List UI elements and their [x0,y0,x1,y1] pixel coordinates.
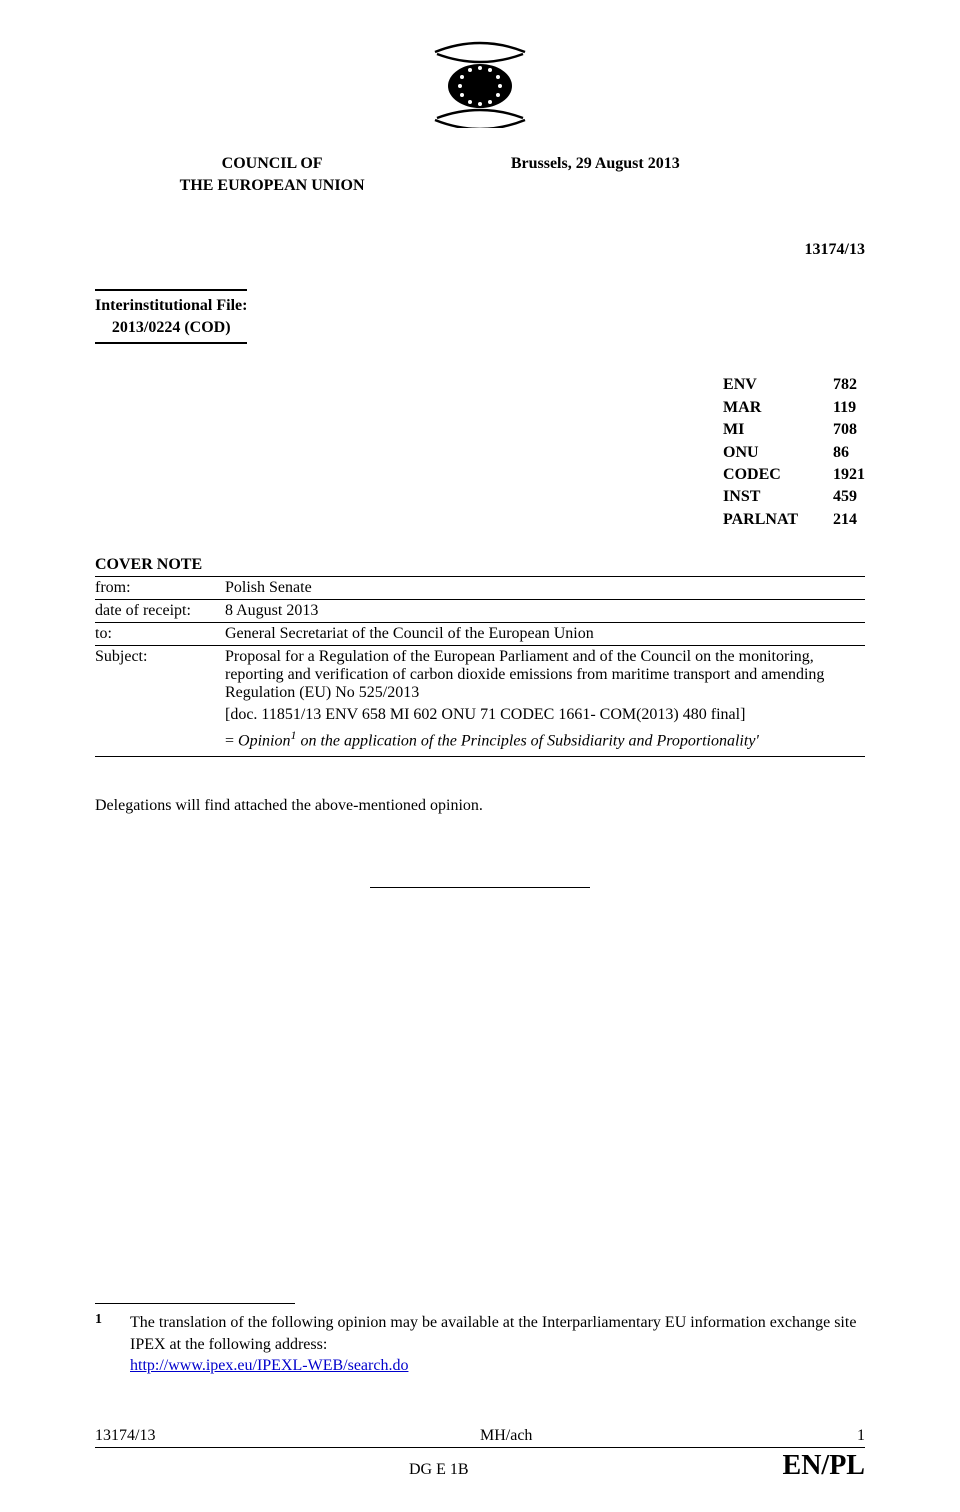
code-number: 1921 [808,464,865,486]
meta-label: to: [95,625,225,643]
footnote-section: 1 The translation of the following opini… [95,1303,865,1377]
document-header: COUNCIL OF THE EUROPEAN UNION Brussels, … [95,153,865,196]
code-label: CODEC [723,464,808,486]
document-number: 13174/13 [95,241,865,259]
footnote-link[interactable]: http://www.ipex.eu/IPEXL-WEB/search.do [130,1357,408,1374]
meta-subject: Subject: Proposal for a Regulation of th… [95,646,865,757]
code-number: 214 [808,509,865,531]
code-label: INST [723,486,808,508]
meta-date: date of receipt: 8 August 2013 [95,600,865,623]
code-number: 459 [808,486,865,508]
place-date: Brussels, 29 August 2013 [511,153,865,196]
code-label: MI [723,419,808,441]
codes-table: ENV782 MAR119 MI708 ONU86 CODEC1921 INST… [723,374,865,531]
meta-value: General Secretariat of the Council of th… [225,625,865,643]
opinion-equals: = [225,732,238,749]
interinstitutional-file: Interinstitutional File: 2013/0224 (COD) [95,289,247,344]
code-label: ENV [723,374,808,396]
meta-label: from: [95,579,225,597]
footnote-rule [95,1303,295,1304]
opinion-rest: on the application of the Principles of … [296,732,758,749]
meta-label: Subject: [95,648,225,754]
code-number: 782 [808,374,865,396]
footer-docnum: 13174/13 [95,1427,155,1445]
code-number: 86 [808,442,865,464]
classification-codes: ENV782 MAR119 MI708 ONU86 CODEC1921 INST… [95,374,865,531]
footer-initials: MH/ach [155,1427,857,1445]
code-label: MAR [723,397,808,419]
meta-to: to: General Secretariat of the Council o… [95,623,865,646]
code-number: 708 [808,419,865,441]
footnote: 1 The translation of the following opini… [95,1312,865,1377]
issuer-line2: THE EUROPEAN UNION [95,175,449,197]
opinion-word: Opinion [238,732,290,749]
subject-paragraph: Proposal for a Regulation of the Europea… [225,648,865,702]
meta-value: Polish Senate [225,579,865,597]
cover-note-title: COVER NOTE [95,556,865,577]
footnote-text: The translation of the following opinion… [130,1312,865,1377]
council-logo [95,40,865,133]
code-number: 119 [808,397,865,419]
footnote-mark: 1 [95,1312,130,1377]
issuer-name: COUNCIL OF THE EUROPEAN UNION [95,153,449,196]
meta-label: date of receipt: [95,602,225,620]
footer-page-number: 1 [857,1427,865,1445]
code-label: ONU [723,442,808,464]
code-label: PARLNAT [723,509,808,531]
footnote-body: The translation of the following opinion… [130,1314,856,1353]
issuer-line1: COUNCIL OF [95,153,449,175]
meta-value: 8 August 2013 [225,602,865,620]
subject-content: Proposal for a Regulation of the Europea… [225,648,865,754]
footer-dg: DG E 1B [95,1461,783,1479]
separator-rule [95,875,865,893]
interinst-label: Interinstitutional File: [95,295,247,317]
meta-from: from: Polish Senate [95,577,865,600]
subject-docref: [doc. 11851/13 ENV 658 MI 602 ONU 71 COD… [225,706,865,724]
interinst-value: 2013/0224 (COD) [95,317,247,339]
attachment-note: Delegations will find attached the above… [95,797,865,815]
subject-opinion: = Opinion1 on the application of the Pri… [225,728,865,750]
footer-language: EN/PL [783,1450,865,1482]
page-footer: 13174/13 MH/ach 1 DG E 1B EN/PL [95,1427,865,1482]
